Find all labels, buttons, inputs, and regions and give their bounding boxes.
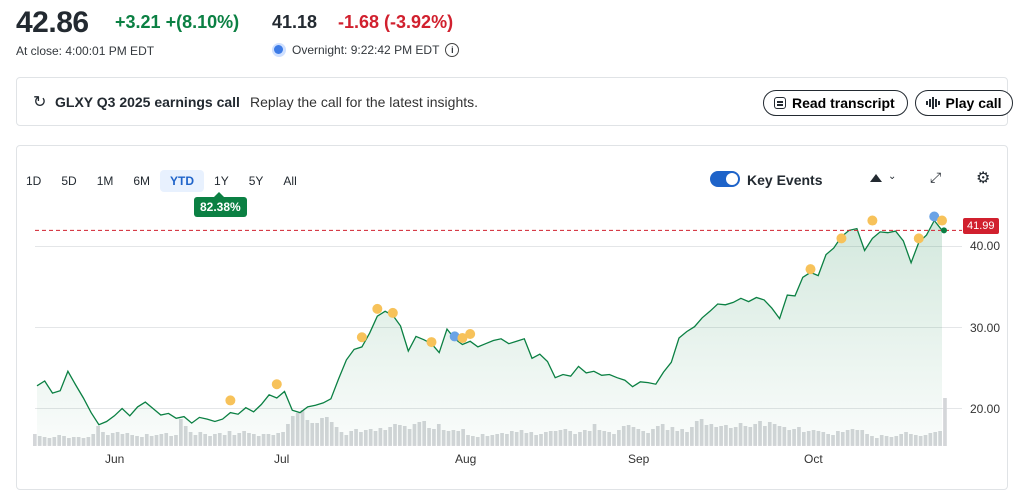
quote-header: 42.86 +3.21 +(8.10%) At close: 4:00:01 P… <box>16 6 1024 66</box>
x-tick-label: Jun <box>105 452 125 466</box>
overnight-time: Overnight: 9:22:42 PM EDT <box>292 43 440 57</box>
x-tick-label: Oct <box>804 452 823 466</box>
document-icon <box>774 97 786 109</box>
expand-icon[interactable]: ⤢ <box>930 169 942 185</box>
replay-icon: ↻ <box>33 94 47 111</box>
audio-wave-icon <box>926 97 940 109</box>
event-marker <box>356 332 367 343</box>
chart-type-icon[interactable] <box>870 174 882 182</box>
x-tick-label: Jul <box>274 452 290 466</box>
volume-bar <box>33 434 37 446</box>
info-icon[interactable]: i <box>445 43 460 57</box>
play-call-button[interactable]: Play call <box>915 90 1013 116</box>
chart-panel <box>16 145 1008 490</box>
range-6m[interactable]: 6M <box>133 174 151 188</box>
event-marker <box>913 233 924 244</box>
key-events-toggle[interactable] <box>710 171 740 187</box>
close-time: At close: 4:00:01 PM EDT <box>16 44 155 58</box>
gear-icon[interactable]: ⚙ <box>976 170 991 187</box>
event-marker <box>271 379 282 390</box>
event-marker <box>836 233 847 244</box>
read-transcript-button[interactable]: Read transcript <box>763 90 908 116</box>
earnings-subtitle: Replay the call for the latest insights. <box>250 94 479 110</box>
range-all[interactable]: All <box>283 174 297 188</box>
x-tick-label: Aug <box>455 452 477 466</box>
price-area <box>37 220 942 445</box>
range-5y[interactable]: 5Y <box>248 174 264 188</box>
price-change: +3.21 +(8.10%) <box>115 12 240 32</box>
event-marker <box>225 395 236 406</box>
y-tick-label: 30.00 <box>970 320 1001 335</box>
range-ytd[interactable]: YTD <box>160 170 205 192</box>
moon-icon <box>272 43 286 57</box>
range-1y[interactable]: 1Y <box>214 174 229 188</box>
range-5d[interactable]: 5D <box>61 174 77 188</box>
price: 42.86 <box>16 6 89 39</box>
last-price-dot <box>941 227 947 234</box>
event-marker <box>372 303 383 314</box>
volume-bar <box>943 398 947 446</box>
chevron-down-icon[interactable]: ⌄ <box>888 171 897 182</box>
event-marker <box>426 337 437 348</box>
range-selector: 1D 5D 1M 6M YTD 1Y 5Y All <box>16 170 307 192</box>
price-line <box>36 219 943 426</box>
overnight-time-row: Overnight: 9:22:42 PM EDT i <box>272 43 460 57</box>
last-price-badge: 41.99 <box>963 218 999 234</box>
range-1m[interactable]: 1M <box>96 174 114 188</box>
x-tick-label: Sep <box>628 452 650 466</box>
event-marker <box>929 211 940 222</box>
earnings-title: GLXY Q3 2025 earnings call <box>55 94 240 110</box>
key-events-label: Key Events <box>747 172 823 188</box>
event-marker <box>465 328 476 339</box>
y-tick-label: 20.00 <box>970 401 1001 416</box>
overnight-price: 41.18 <box>272 12 318 32</box>
range-change-badge: 82.38% <box>194 192 247 217</box>
event-marker <box>449 331 460 342</box>
range-1d[interactable]: 1D <box>26 174 42 188</box>
event-marker <box>457 333 468 344</box>
y-tick-label: 40.00 <box>970 239 1001 254</box>
overnight-change: -1.68 (-3.92%) <box>338 12 454 32</box>
earnings-banner: ↻ GLXY Q3 2025 earnings call Replay the … <box>16 77 1013 126</box>
event-marker <box>867 215 878 226</box>
event-marker <box>387 307 398 318</box>
event-marker <box>805 264 816 275</box>
event-marker <box>937 215 947 226</box>
